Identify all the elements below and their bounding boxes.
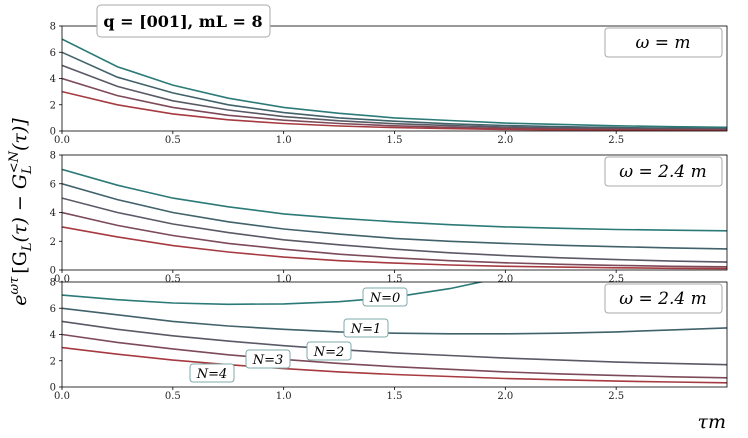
y-tick-label: 0 xyxy=(50,266,56,277)
x-tick-label: 0.5 xyxy=(165,135,181,146)
series-label: N=4 xyxy=(196,367,228,382)
x-tick-label: 2.0 xyxy=(497,391,513,402)
y-label-part: e xyxy=(9,294,31,305)
series-line xyxy=(62,90,727,131)
x-tick-label: 1.5 xyxy=(387,391,403,402)
series-label-box xyxy=(245,349,291,369)
annotation: ω = 2.4 m xyxy=(619,162,706,182)
series-line xyxy=(62,307,727,335)
series-label: N=1 xyxy=(350,322,382,337)
series-label: N=0 xyxy=(369,291,401,306)
series-line xyxy=(62,38,727,129)
x-tick-label: 0.5 xyxy=(165,391,181,402)
series-line xyxy=(62,197,727,263)
plot-frame xyxy=(61,281,728,388)
y-label-part: <N xyxy=(7,150,22,173)
y-tick-label: 6 xyxy=(50,304,56,315)
y-tick-label: 2 xyxy=(50,237,56,248)
series-line xyxy=(62,333,727,379)
x-tick-label: 0.0 xyxy=(54,391,70,402)
series-line xyxy=(62,51,727,130)
annotation-box xyxy=(604,27,723,58)
series-label-box xyxy=(306,341,352,361)
x-tick-label: 1.0 xyxy=(276,135,292,146)
y-label-part: L xyxy=(20,165,35,175)
x-tick-label: 1.5 xyxy=(387,274,403,285)
x-tick-label: 0.0 xyxy=(54,135,70,146)
y-label-part: (τ) − G xyxy=(9,174,31,243)
x-axis-label: τm xyxy=(697,411,726,433)
annotation-box xyxy=(604,283,723,314)
y-label-part: L xyxy=(20,242,35,252)
y-tick-label: 0 xyxy=(50,127,56,138)
y-label-part: ωτ xyxy=(7,276,22,295)
plot-frame xyxy=(61,25,728,132)
series-label-box xyxy=(189,363,235,383)
y-label-part: [G xyxy=(9,251,31,274)
series-line xyxy=(62,211,727,268)
y-tick-label: 4 xyxy=(50,74,56,85)
series-label: N=3 xyxy=(252,353,284,368)
y-tick-label: 8 xyxy=(50,22,56,33)
x-tick-label: 0.5 xyxy=(165,274,181,285)
x-tick-label: 2.0 xyxy=(497,274,513,285)
x-tick-label: 0.0 xyxy=(54,274,70,285)
y-tick-label: 8 xyxy=(50,151,56,162)
annotation: ω = m xyxy=(635,33,690,53)
chart-title: q = [001], mL = 8 xyxy=(103,12,262,31)
series-label-box xyxy=(362,287,408,307)
series-line xyxy=(62,64,727,131)
series-line xyxy=(62,226,727,270)
y-tick-label: 6 xyxy=(50,179,56,190)
y-label-part: (τ)] xyxy=(9,118,31,151)
x-tick-label: 2.5 xyxy=(608,274,624,285)
y-tick-label: 0 xyxy=(50,383,56,394)
x-tick-label: 2.5 xyxy=(608,391,624,402)
series-line xyxy=(62,346,727,384)
x-tick-label: 1.5 xyxy=(387,135,403,146)
plot-frame xyxy=(61,154,728,271)
series-label-box xyxy=(343,318,389,338)
y-tick-label: 4 xyxy=(50,330,56,341)
y-axis-label: eωτ[GL(τ) − GL<N(τ)] xyxy=(7,118,35,306)
y-tick-label: 2 xyxy=(50,100,56,111)
series-line xyxy=(62,168,727,232)
annotation: ω = 2.4 m xyxy=(619,289,706,309)
y-tick-label: 6 xyxy=(50,48,56,59)
x-tick-label: 2.5 xyxy=(608,135,624,146)
x-tick-label: 1.0 xyxy=(276,274,292,285)
series-line xyxy=(62,320,727,366)
x-tick-label: 2.0 xyxy=(497,135,513,146)
annotation-box xyxy=(604,156,723,187)
y-tick-label: 2 xyxy=(50,356,56,367)
series-line xyxy=(62,183,727,250)
y-tick-label: 4 xyxy=(50,208,56,219)
x-tick-label: 1.0 xyxy=(276,391,292,402)
y-tick-label: 8 xyxy=(50,278,56,289)
series-label: N=2 xyxy=(313,345,345,360)
title-box xyxy=(96,4,271,38)
